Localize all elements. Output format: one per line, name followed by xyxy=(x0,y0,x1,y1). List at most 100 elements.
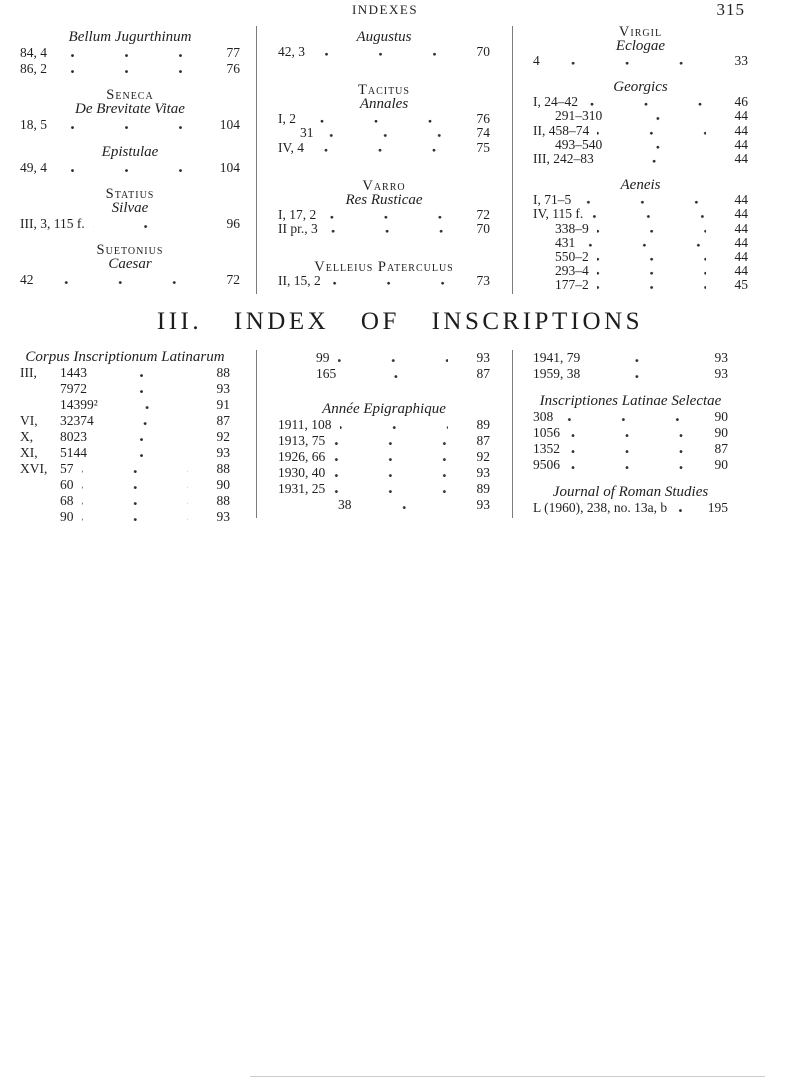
index-row: 4 33 xyxy=(533,53,748,69)
entry-page-number: 92 xyxy=(476,449,491,464)
index-block: Augustus 42, 3 70 xyxy=(278,29,490,60)
volume-label: III, xyxy=(20,365,37,380)
entry-page-number: 45 xyxy=(734,277,749,293)
dot-leader xyxy=(339,417,448,433)
entry-page-number: 44 xyxy=(734,234,749,250)
index-row: 14399² 91 xyxy=(20,397,230,413)
entry-reference: 1931, 25 xyxy=(278,481,326,496)
dot-leader xyxy=(321,126,448,141)
entry-reference: 90 xyxy=(60,509,74,524)
entry-reference: 291–310 xyxy=(555,108,603,124)
index-column: 99 93 165 87 Année Epigraphique 1911, 108 89 19… xyxy=(257,350,513,518)
dot-leader xyxy=(588,366,686,382)
dot-leader xyxy=(610,109,706,124)
index-row: 1930, 40 93 xyxy=(278,465,490,481)
entry-page-number: 93 xyxy=(714,366,729,381)
work-title: Année Epigraphique xyxy=(322,401,446,417)
entry-reference: 550–2 xyxy=(555,249,589,265)
index-block: Aeneis I, 71–5 44 IV, 115 f. 44 338–9 44 431 44 5… xyxy=(533,178,749,293)
author-name: Suetonius xyxy=(96,242,164,258)
index-row: 42, 3 70 xyxy=(278,44,490,60)
entry-page-number: 93 xyxy=(216,509,231,524)
index-column: Virgil Eclogae 4 33 Georgics I, 24–42 46 291–31… xyxy=(513,25,752,294)
index-row: 42 72 xyxy=(20,272,240,288)
entry-page-number: 44 xyxy=(734,263,749,279)
index-row: 60 90 xyxy=(20,477,230,493)
index-row: 1941, 79 93 xyxy=(533,350,728,366)
entry-reference: 42, 3 xyxy=(278,44,305,59)
index-block: Corpus Inscriptionum Latinarum III, 1443 88… xyxy=(20,350,230,525)
entry-reference: 338–9 xyxy=(555,220,589,236)
entry-page-number: 89 xyxy=(476,417,491,432)
dot-leader xyxy=(568,441,686,457)
entry-reference: 431 xyxy=(555,234,576,250)
entry-reference: 1443 xyxy=(60,365,87,380)
inscriptions-index-section: Corpus Inscriptionum Latinarum III, 1443 88… xyxy=(20,350,752,525)
entry-page-number: 44 xyxy=(734,249,749,265)
author-name: Statius xyxy=(105,186,155,202)
entry-page-number: 93 xyxy=(714,350,729,365)
index-row: 431 44 xyxy=(533,234,749,251)
entry-reference: II, 458–74 xyxy=(533,122,590,138)
index-row: XI, 5144 93 xyxy=(20,445,230,461)
entry-reference: 1930, 40 xyxy=(278,465,326,480)
index-row: II, 458–74 44 xyxy=(533,122,748,138)
index-column: Bellum Jugurthinum 84, 4 77 86, 2 76 Seneca De… xyxy=(20,26,257,294)
index-row: 1959, 38 93 xyxy=(533,366,728,382)
index-block: Velleius Paterculus II, 15, 2 73 xyxy=(278,259,490,289)
dot-leader xyxy=(333,481,448,497)
index-block: 99 93 165 87 xyxy=(278,350,490,382)
entry-page-number: 75 xyxy=(476,139,491,155)
index-column: Augustus 42, 3 70 Tacitus Annales I, 2 76 31 74 I… xyxy=(257,26,513,294)
work-title: Augustus xyxy=(356,29,412,45)
entry-reference: 165 xyxy=(316,366,337,381)
index-row: 1352 87 xyxy=(533,441,728,457)
index-row: II pr., 3 70 xyxy=(278,221,490,237)
dot-leader xyxy=(55,117,198,133)
entry-reference: III, 3, 115 f. xyxy=(20,216,85,231)
entry-reference: II, 15, 2 xyxy=(278,273,321,289)
index-row: 338–9 44 xyxy=(533,220,748,236)
work-title: Bellum Jugurthinum xyxy=(68,29,192,45)
entry-reference: L (1960), 238, no. 13a, b xyxy=(533,500,668,515)
entry-page-number: 87 xyxy=(216,413,231,428)
dot-leader xyxy=(586,95,706,110)
index-block: Statius Silvae III, 3, 115 f. 96 xyxy=(20,186,240,232)
entry-reference: IV, 4 xyxy=(278,139,305,155)
index-row: III, 242–83 44 xyxy=(533,151,749,167)
index-row: 1931, 25 89 xyxy=(278,481,490,497)
entry-reference: 1911, 108 xyxy=(278,417,332,432)
index-row: XVI, 57 88 xyxy=(20,461,230,477)
work-title: Res Rusticae xyxy=(345,191,423,208)
entry-page-number: 93 xyxy=(216,381,231,396)
index-row: 38 93 xyxy=(278,497,490,513)
dot-leader xyxy=(596,278,706,293)
entry-page-number: 93 xyxy=(476,497,491,512)
index-column: 1941, 79 93 1959, 38 93 Inscriptiones Latina… xyxy=(513,350,752,518)
entry-reference: 4 xyxy=(533,53,540,68)
dot-leader xyxy=(359,497,448,513)
entry-page-number: 104 xyxy=(219,117,240,132)
dot-leader xyxy=(568,457,686,473)
entry-reference: 293–4 xyxy=(555,263,589,279)
author-name: Velleius Paterculus xyxy=(314,259,454,276)
authors-index-section: Bellum Jugurthinum 84, 4 77 86, 2 76 Seneca De… xyxy=(20,25,752,294)
dot-leader xyxy=(92,216,198,232)
dot-leader xyxy=(601,152,706,167)
index-row: 291–310 44 xyxy=(533,108,748,124)
dot-leader xyxy=(95,429,188,445)
dot-leader xyxy=(591,207,706,222)
entry-reference: 5144 xyxy=(60,445,87,460)
index-block: Journal of Roman Studies L (1960), 238, n… xyxy=(533,485,728,516)
entry-page-number: 44 xyxy=(734,151,749,167)
dot-leader xyxy=(547,54,706,69)
index-row: 1926, 66 92 xyxy=(278,449,490,465)
index-row: 84, 4 77 xyxy=(20,45,240,61)
index-row: 9506 90 xyxy=(533,457,728,473)
work-title: Corpus Inscriptionum Latinarum xyxy=(25,349,225,365)
dot-leader xyxy=(610,137,706,153)
dot-leader xyxy=(596,250,706,265)
work-title: Caesar xyxy=(108,256,152,272)
entry-reference: 68 xyxy=(60,493,74,508)
